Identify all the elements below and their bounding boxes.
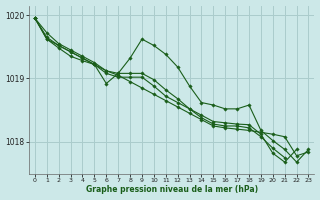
X-axis label: Graphe pression niveau de la mer (hPa): Graphe pression niveau de la mer (hPa) [86, 185, 258, 194]
